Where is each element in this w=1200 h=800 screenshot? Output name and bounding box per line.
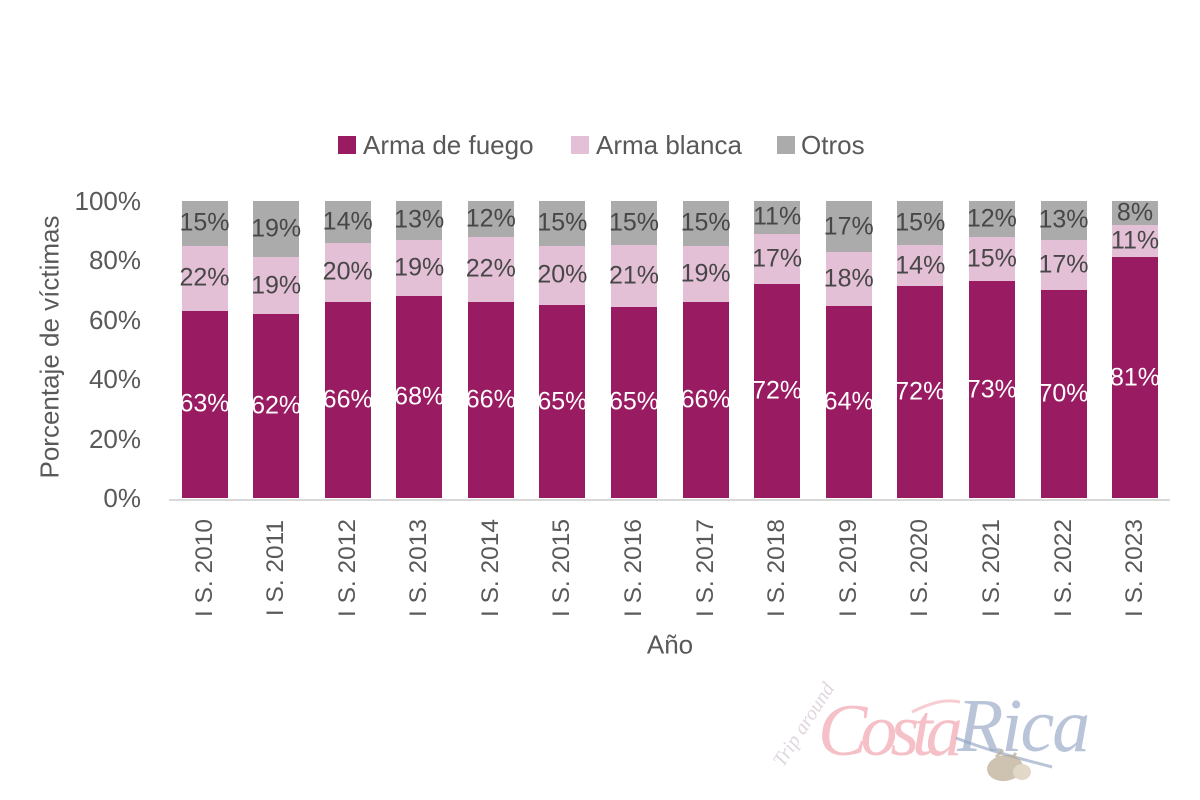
svg-text:Costa: Costa bbox=[818, 690, 961, 772]
svg-text:Rica: Rica bbox=[956, 684, 1088, 768]
